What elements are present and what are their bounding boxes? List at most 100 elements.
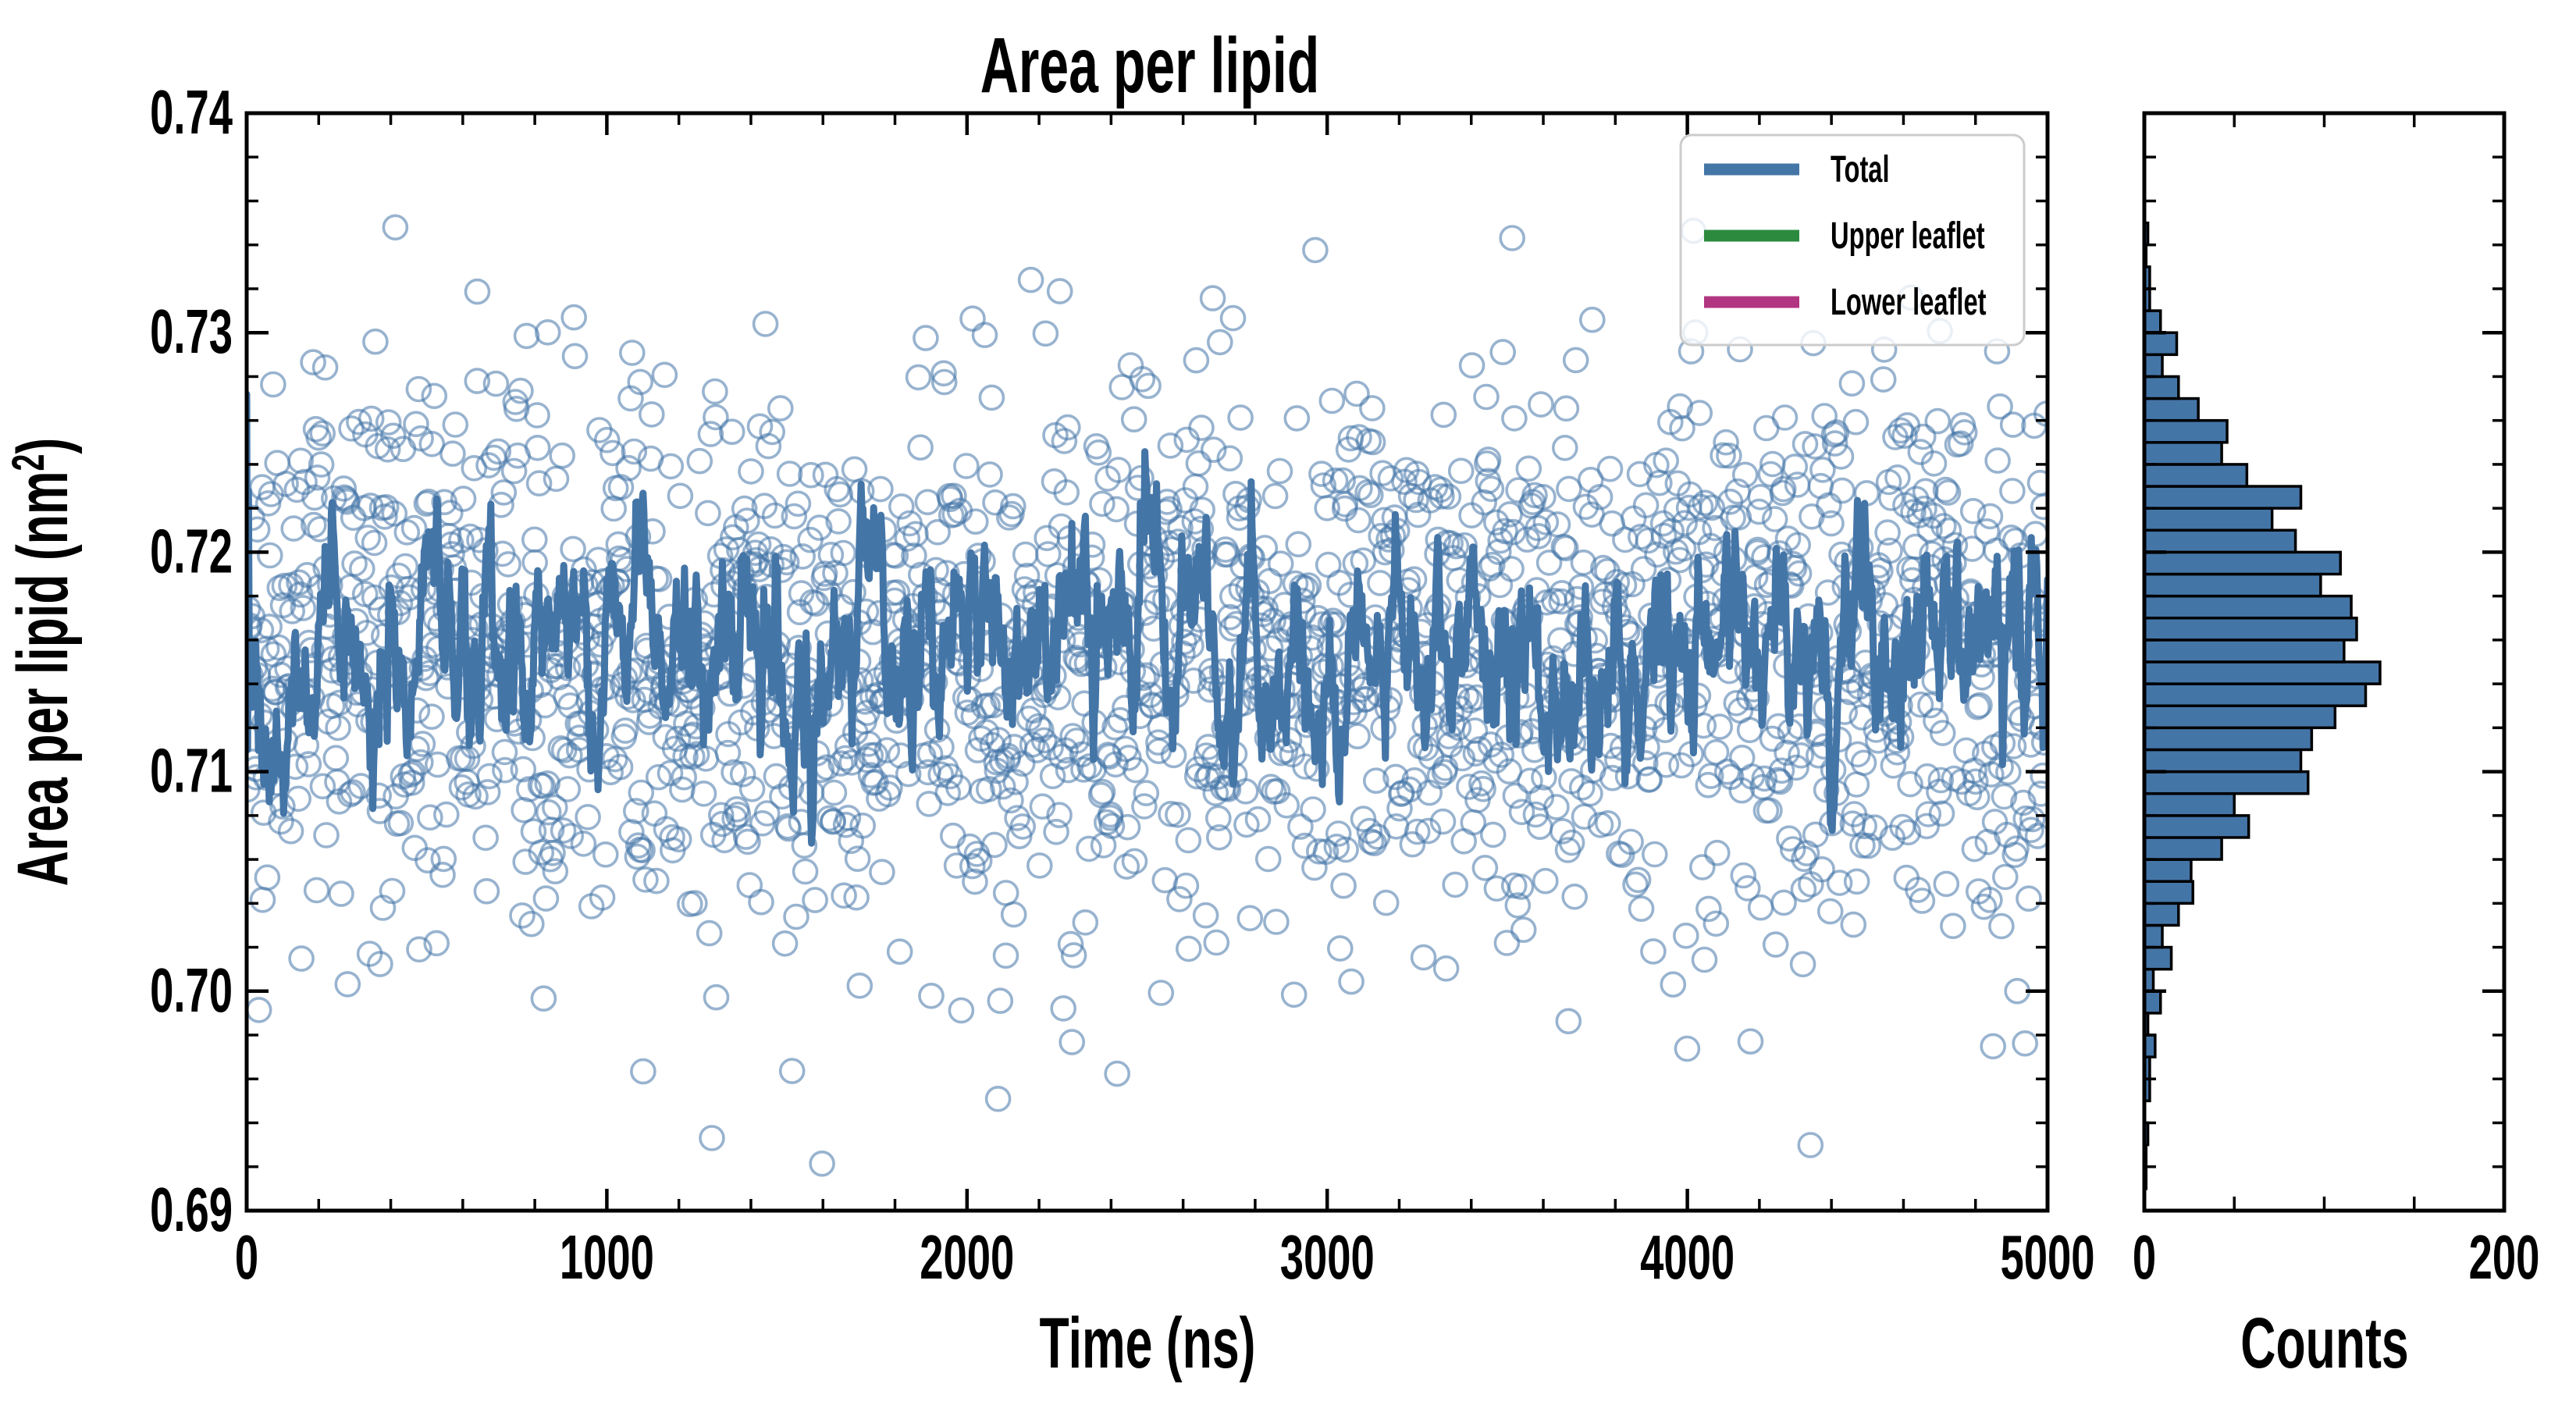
scatter-point [542,858,569,884]
scatter-point [372,493,400,521]
scatter-point [1932,476,1959,503]
scatter-point [953,453,980,479]
scatter-point [429,862,456,888]
scatter-point [1123,756,1149,784]
scatter-point [1208,658,1236,685]
scatter-point [1372,889,1400,916]
scatter-point [300,349,326,375]
scatter-point [1992,863,2019,891]
scatter-point [1934,479,1962,506]
scatter-point [290,595,317,621]
scatter-point [1032,320,1059,347]
scatter-point [301,484,328,511]
scatter-point [1855,832,1882,859]
scatter-point [825,508,852,535]
scatter-point [1287,813,1314,840]
scatter-point [374,436,401,463]
scatter-point [1399,831,1426,858]
scatter-point [1258,774,1284,801]
scatter-point [785,490,812,518]
scatter-point [601,745,628,773]
scatter-point [1089,778,1116,806]
scatter-point [1851,813,1877,840]
scatter-point [1322,467,1349,494]
scatter-point [1902,533,1929,560]
scatter-point [1447,457,1475,485]
scatter-point [309,420,336,447]
scatter-point [1129,365,1156,393]
scatter-point [719,524,746,551]
scatter-point [381,500,408,527]
scatter-point [827,481,854,508]
scatter-point [846,973,873,999]
scatter-point [1019,731,1046,758]
scatter-point [432,801,460,828]
scatter-point [1713,429,1739,456]
counts-axis-label: Counts [2240,1303,2408,1383]
scatter-point [539,840,566,866]
x-tick-label: 5000 [2001,1223,2095,1293]
scatter-point [1332,836,1359,863]
scatter-point [1185,450,1212,477]
scatter-point [1999,478,2026,504]
scatter-point [1790,876,1817,903]
scatter-point [1991,783,2018,810]
scatter-point [1403,486,1429,514]
scatter-point [767,395,794,422]
hist-bar [2144,594,2353,620]
scatter-point [407,749,434,776]
scatter-point [1528,784,1555,811]
scatter-point [1236,905,1264,932]
scatter-point [254,864,281,891]
scatter-point [1880,752,1907,779]
scatter-point [1356,817,1383,845]
hist-bar [2144,858,2193,883]
scatter-point [1642,841,1668,868]
y-tick-label: 0.73 [150,297,233,367]
scatter-point [1555,1008,1582,1035]
scatter-point [1549,580,1575,606]
scatter-point [1009,813,1036,840]
scatter-point [1445,714,1472,742]
scatter-point [348,555,375,582]
scatter-point [771,930,799,957]
scatter-point [820,779,848,806]
scatter-point [707,802,735,829]
scatter-point [1531,764,1557,791]
scatter-point [1716,442,1742,469]
scatter-point [620,687,646,713]
scatter-point [962,868,988,895]
scatter-point [1933,870,1960,898]
scatter-point [748,888,774,916]
scatter-point [1377,465,1404,492]
scatter-point [1292,753,1318,780]
scatter-point [1098,813,1126,839]
scatter-point [325,714,351,742]
scatter-point [1917,692,1944,719]
scatter-point [1072,909,1099,936]
scatter-point [1205,805,1232,832]
scatter-point [1175,827,1202,854]
scatter-point [987,987,1014,1014]
scatter-point [524,402,550,429]
scatter-point [738,458,764,485]
scatter-point [971,322,998,349]
scatter-point [1414,817,1442,845]
scatter-point [1026,852,1053,879]
counts-tick-label: 200 [2469,1223,2540,1293]
scatter-point [1057,930,1084,958]
legend-label-total: Total [1831,148,1890,190]
scatter-point [557,823,585,849]
scatter-point [1471,855,1499,881]
scatter-point [1595,810,1621,837]
scatter-point [1947,430,1974,457]
scatter-point [1263,909,1290,935]
scatter-point [770,543,797,571]
scatter-point [305,424,333,451]
scatter-point [1669,414,1695,442]
scatter-point [1197,676,1223,703]
scatter-point [895,760,922,788]
scatter-point [1192,902,1219,929]
scatter-point [1183,347,1210,374]
scatter-point [607,753,634,781]
